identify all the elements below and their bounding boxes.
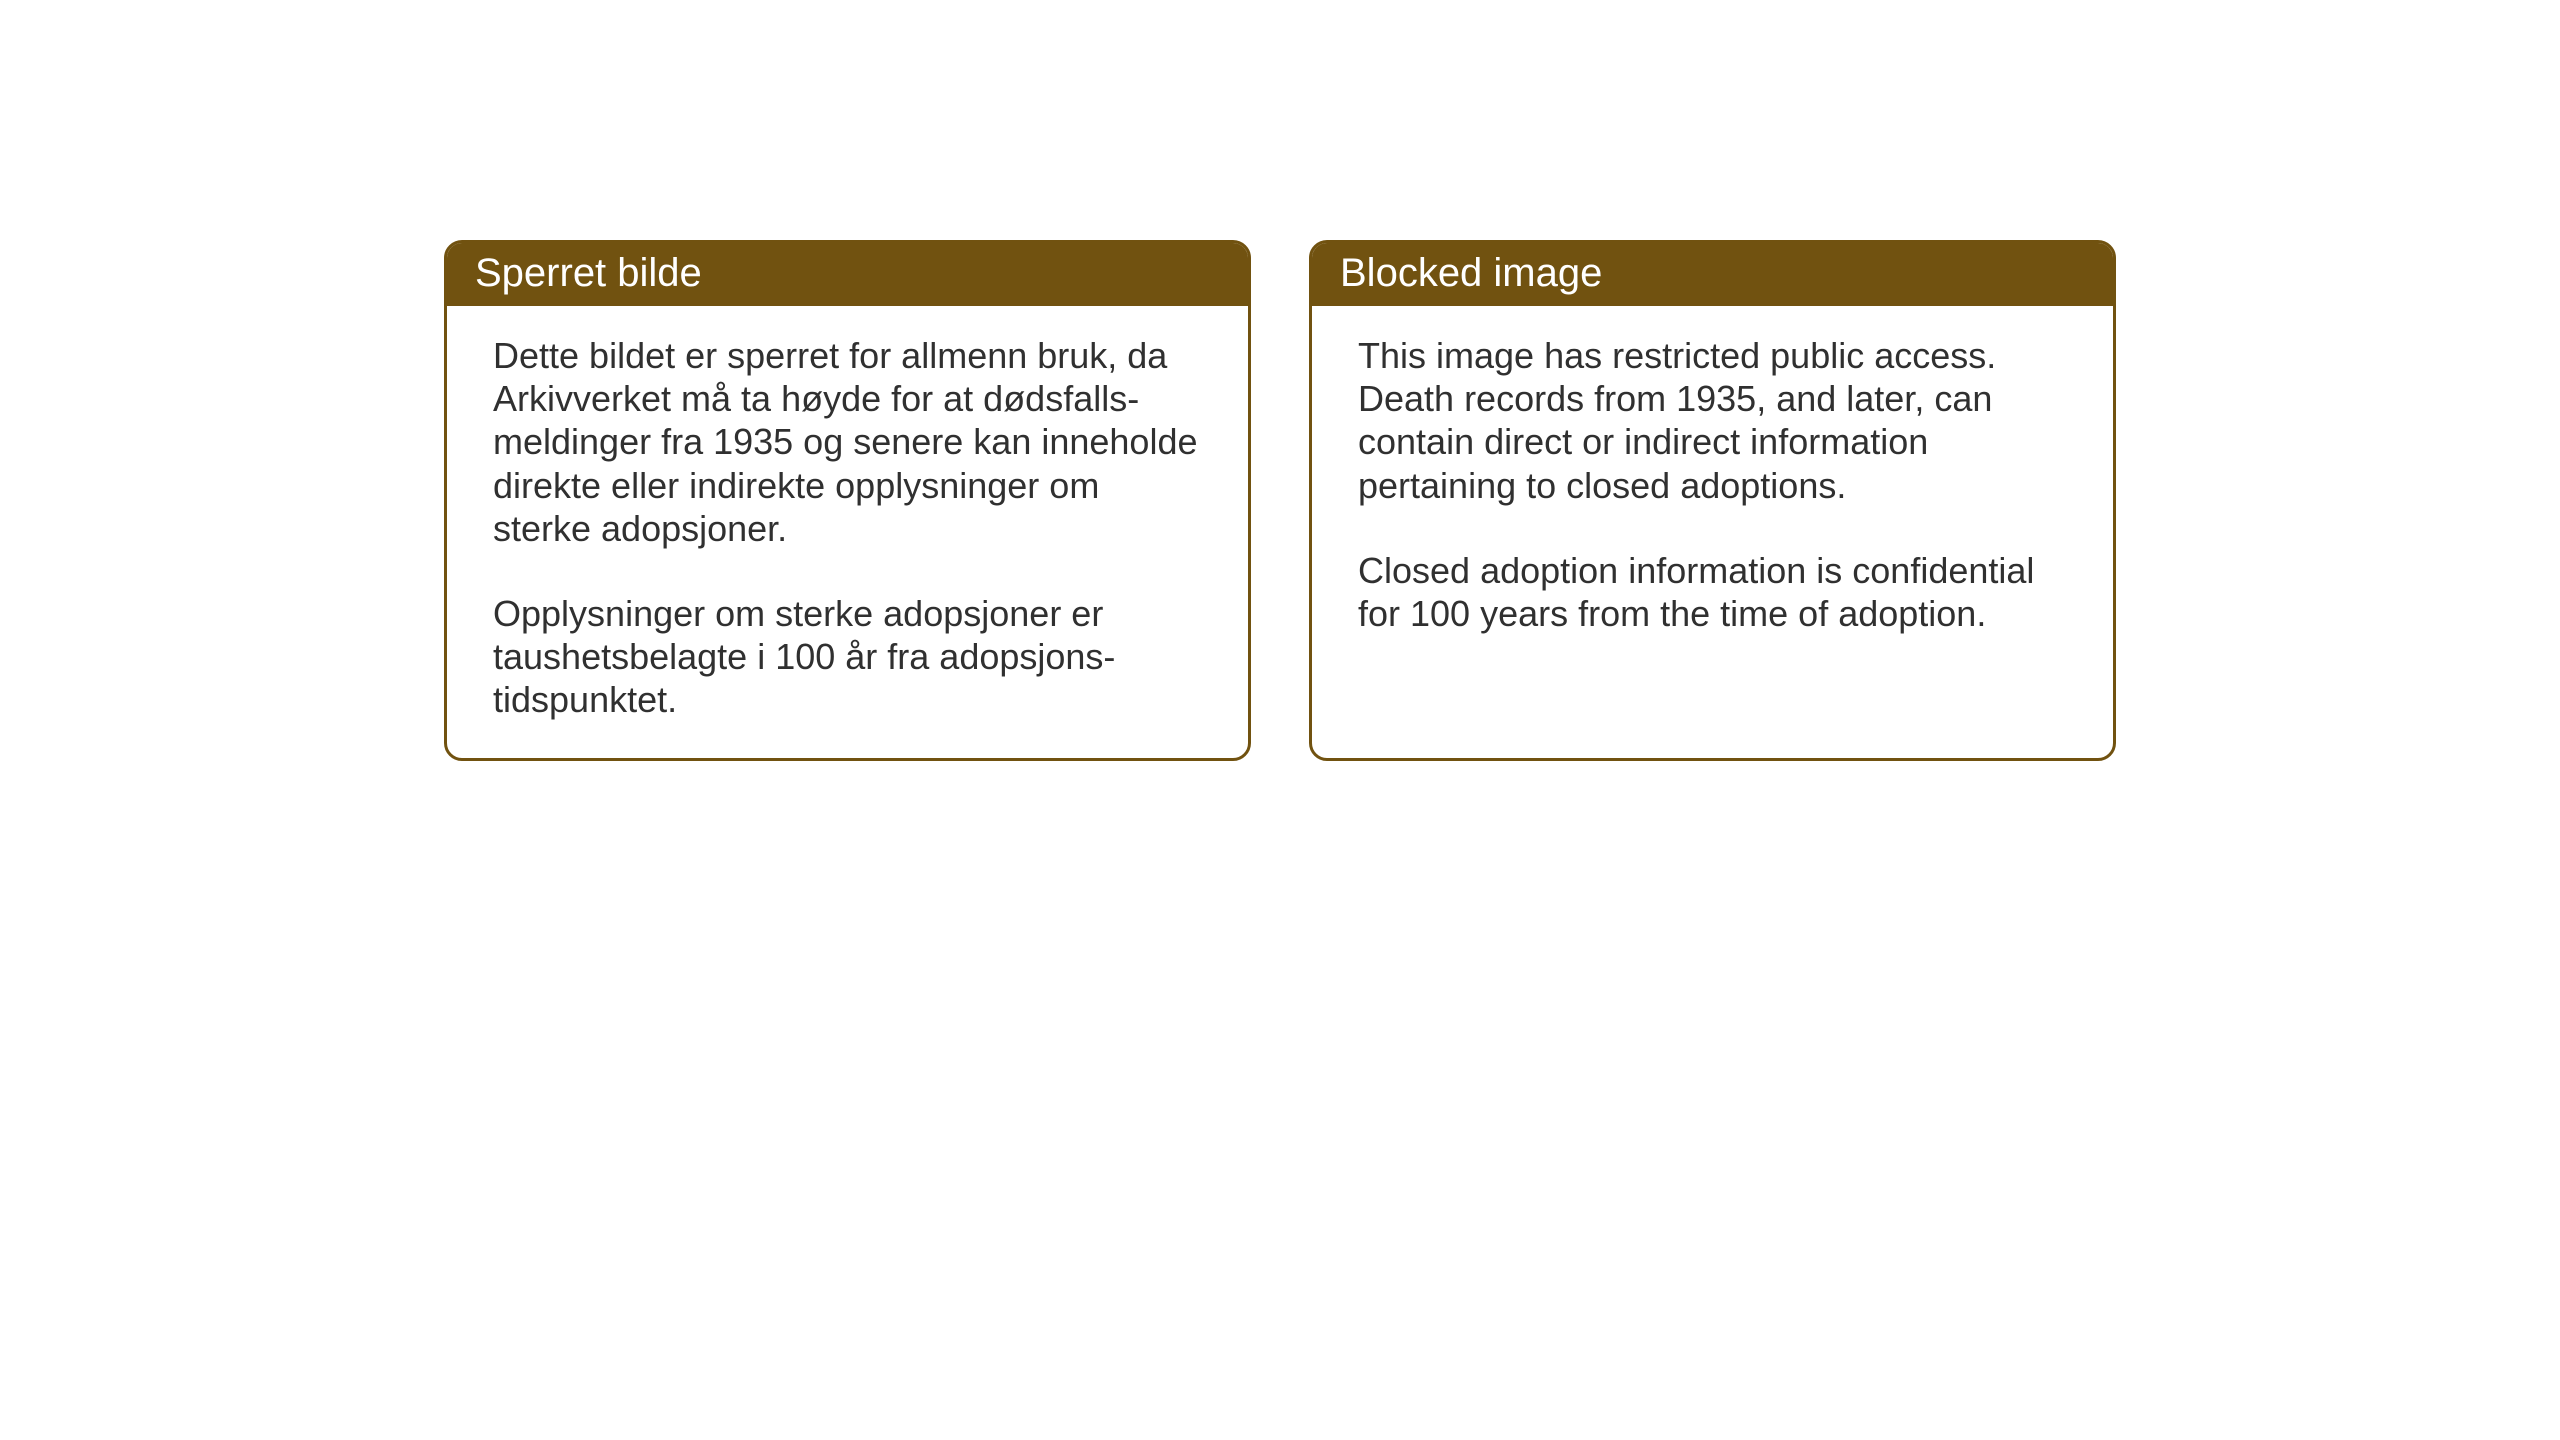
notice-header-norwegian: Sperret bilde <box>447 243 1248 306</box>
notice-text-paragraph: Dette bildet er sperret for allmenn bruk… <box>493 334 1202 550</box>
notice-card-norwegian: Sperret bilde Dette bildet er sperret fo… <box>444 240 1251 761</box>
notice-text-paragraph: This image has restricted public access.… <box>1358 334 2067 507</box>
notice-text-paragraph: Opplysninger om sterke adopsjoner er tau… <box>493 592 1202 722</box>
notice-body-english: This image has restricted public access.… <box>1312 306 2113 671</box>
notice-card-english: Blocked image This image has restricted … <box>1309 240 2116 761</box>
notice-body-norwegian: Dette bildet er sperret for allmenn bruk… <box>447 306 1248 758</box>
notice-text-paragraph: Closed adoption information is confident… <box>1358 549 2067 635</box>
notice-container: Sperret bilde Dette bildet er sperret fo… <box>444 240 2116 761</box>
notice-header-english: Blocked image <box>1312 243 2113 306</box>
